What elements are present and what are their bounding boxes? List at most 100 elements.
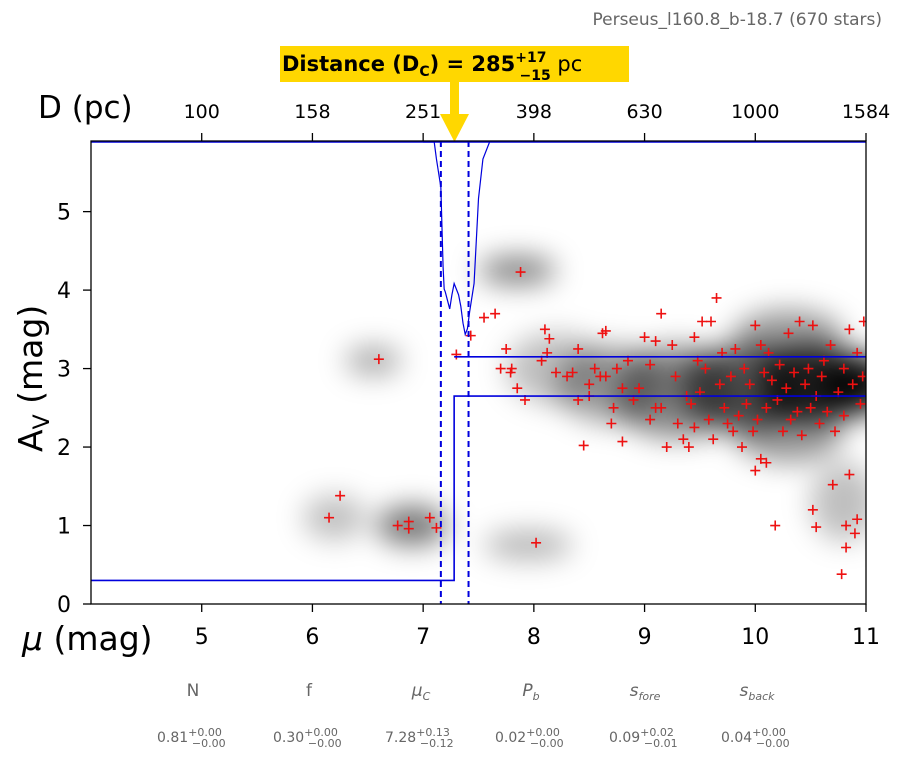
star-marker (755, 340, 766, 351)
star-marker (777, 426, 788, 437)
parameter-table: N 0.81+0.00 −0.00 f 0.30+0.00 −0.00 μC 7.28+0.1… (157, 681, 790, 750)
star-marker (774, 359, 785, 370)
y-tick-label: 3 (57, 358, 71, 383)
star-marker (805, 402, 816, 413)
star-marker (672, 418, 683, 429)
star-marker (431, 522, 442, 533)
star-marker (634, 383, 645, 394)
foreground-background-model (91, 395, 866, 582)
star-marker (766, 375, 777, 386)
star-marker (551, 367, 561, 378)
x-tick-label: 9 (638, 625, 652, 650)
star-marker (392, 520, 403, 531)
star-marker (785, 414, 796, 425)
star-marker (667, 340, 678, 351)
star-marker (656, 308, 667, 319)
param-name: N (187, 681, 200, 701)
star-marker (838, 363, 849, 374)
param-name: μC (411, 681, 431, 703)
star-marker (844, 469, 855, 480)
star-marker (752, 414, 763, 425)
x-tick-label: 7 (416, 625, 430, 650)
star-marker (792, 406, 803, 417)
star-marker (759, 367, 770, 378)
star-marker (589, 363, 600, 374)
density-blob (345, 346, 402, 375)
star-marker (811, 522, 822, 533)
y-tick-label: 5 (57, 201, 71, 226)
star-marker (539, 324, 550, 335)
region-title: Perseus_l160.8_b-18.7 (670 stars) (592, 10, 882, 30)
star-marker (841, 542, 852, 553)
star-marker (650, 336, 661, 347)
star-marker (600, 371, 611, 382)
star-marker (611, 363, 622, 374)
svg-text:Distance (DC) = 285+17−15 pc: Distance (DC) = 285+17 −15 pc (282, 50, 582, 84)
star-marker (830, 426, 840, 437)
star-marker (852, 514, 863, 525)
top-tick-label: 1000 (731, 101, 779, 123)
callout-bg (280, 46, 629, 82)
param-name: f (306, 681, 313, 701)
star-marker (479, 312, 490, 323)
callout-arrow (440, 82, 469, 142)
param-name: Pb (522, 681, 539, 703)
y-axis-title: AV (mag) (11, 305, 55, 452)
star-marker (661, 442, 672, 453)
top-tick-label: 1584 (842, 101, 890, 123)
star-marker (639, 332, 650, 343)
star-marker (711, 292, 722, 303)
plot-frame (90, 140, 867, 605)
star-marker (816, 371, 827, 382)
star-marker (755, 453, 766, 464)
star-marker (781, 383, 792, 394)
star-marker (670, 371, 681, 382)
star-marker (858, 316, 866, 327)
star-marker (841, 520, 852, 531)
star-marker (578, 440, 589, 451)
callout-label: Distance (D (282, 52, 419, 76)
star-marker (719, 402, 730, 413)
star-marker (567, 367, 578, 378)
star-marker (739, 363, 750, 374)
distance-probability-curve (423, 141, 491, 337)
star-marker (600, 325, 611, 336)
density-blob (478, 256, 556, 285)
star-marker (689, 422, 700, 433)
star-marker (689, 332, 700, 343)
star-marker (796, 430, 807, 441)
star-marker (562, 371, 573, 382)
y-tick-label: 4 (57, 279, 71, 304)
star-marker (617, 436, 628, 447)
density-blob (484, 531, 573, 560)
star-marker (686, 398, 697, 409)
star-marker (814, 418, 825, 429)
star-marker (678, 434, 689, 445)
y-tick-label: 1 (57, 515, 71, 540)
star-marker (403, 516, 414, 527)
star-marker (324, 512, 335, 523)
star-marker (807, 320, 818, 331)
star-marker (725, 371, 736, 382)
star-marker (770, 520, 781, 531)
star-marker (465, 330, 476, 341)
param-value: 7.28+0.13 −0.12 (385, 726, 454, 750)
star-marker (825, 340, 836, 351)
star-marker (748, 426, 759, 437)
star-marker (495, 363, 506, 374)
star-marker (794, 316, 805, 327)
star-marker (741, 398, 752, 409)
density-blob (816, 352, 866, 416)
star-marker (617, 383, 628, 394)
x-tick-label: 8 (527, 625, 541, 650)
x-tick-label: 6 (305, 625, 319, 650)
star-marker (761, 457, 772, 468)
callout-eq: ) = 285 (430, 52, 516, 76)
x-axis: 5 6 7 8 9 10 11 (195, 604, 880, 650)
star-marker (683, 442, 694, 453)
star-marker (645, 359, 656, 370)
star-marker (373, 354, 384, 365)
star-marker (424, 512, 435, 523)
x-tick-label: 10 (741, 625, 769, 650)
plot-area (91, 141, 866, 604)
